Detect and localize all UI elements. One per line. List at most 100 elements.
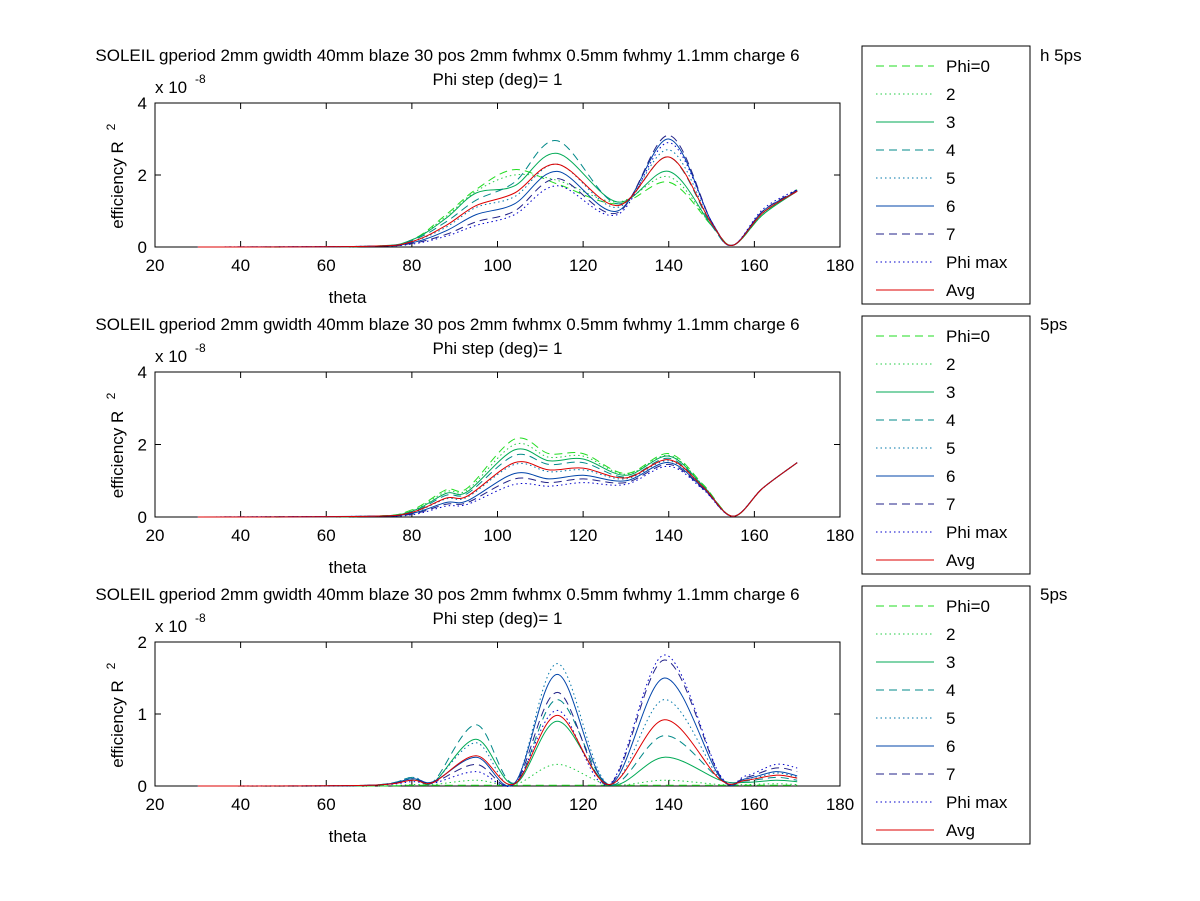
series-line-2	[197, 442, 798, 518]
series-line-phi-0	[197, 784, 798, 787]
series-line-4	[197, 699, 798, 787]
legend-entry: Phi=0	[946, 57, 990, 76]
series-line-avg	[197, 714, 798, 787]
chart-title-tail: 5ps	[1040, 315, 1067, 334]
x-tick-label: 160	[740, 256, 768, 275]
x-tick-label: 140	[655, 256, 683, 275]
legend-entry: 4	[946, 411, 955, 430]
legend-entry: 6	[946, 197, 955, 216]
legend-entry: 3	[946, 653, 955, 672]
series-line-5	[197, 149, 798, 248]
legend-entry: 6	[946, 467, 955, 486]
y-tick-label: 2	[138, 436, 147, 455]
y-axis-label-exponent: 2	[104, 662, 118, 669]
series-line-5	[197, 663, 798, 787]
x-tick-label: 40	[231, 795, 250, 814]
legend-entry: 4	[946, 141, 955, 160]
series-line-3	[197, 152, 798, 248]
series-line-phi-max	[197, 462, 798, 518]
series-line-4	[197, 453, 798, 518]
legend-entry: Avg	[946, 281, 975, 300]
x-tick-label: 140	[655, 526, 683, 545]
series-line-3	[197, 448, 798, 518]
legend-entry: 7	[946, 765, 955, 784]
x-tick-label: 80	[402, 795, 421, 814]
y-tick-label: 1	[138, 705, 147, 724]
legend-entry: Avg	[946, 821, 975, 840]
chart-title: SOLEIL gperiod 2mm gwidth 40mm blaze 30 …	[95, 585, 799, 604]
legend-entry: 2	[946, 355, 955, 374]
series-line-7	[197, 134, 798, 248]
legend-entry: 2	[946, 625, 955, 644]
x-tick-label: 40	[231, 526, 250, 545]
x-tick-label: 100	[483, 256, 511, 275]
y-axis-label: efficiency R	[108, 141, 127, 229]
x-tick-label: 60	[317, 256, 336, 275]
x-tick-label: 180	[826, 795, 854, 814]
legend-entry: Avg	[946, 551, 975, 570]
legend-entry: 5	[946, 439, 955, 458]
legend-entry: 3	[946, 383, 955, 402]
y-scale-label: x 10	[155, 617, 187, 636]
legend-entry: 2	[946, 85, 955, 104]
series-line-2	[197, 763, 798, 787]
axes-frame	[154, 641, 841, 787]
legend-entry: 5	[946, 709, 955, 728]
x-tick-label: 120	[569, 256, 597, 275]
y-axis-label: efficiency R	[108, 680, 127, 768]
series-line-avg	[197, 459, 798, 518]
legend-entry: Phi max	[946, 523, 1008, 542]
x-tick-label: 60	[317, 795, 336, 814]
y-tick-label: 0	[138, 777, 147, 796]
series-line-avg	[197, 156, 798, 248]
x-tick-label: 40	[231, 256, 250, 275]
series-line-3	[197, 720, 798, 787]
x-axis-label: theta	[329, 558, 367, 577]
x-tick-label: 180	[826, 526, 854, 545]
legend-entry: 4	[946, 681, 955, 700]
series-line-5	[197, 460, 798, 518]
x-tick-label: 100	[483, 526, 511, 545]
x-tick-label: 80	[402, 526, 421, 545]
y-axis-label-exponent: 2	[104, 123, 118, 130]
y-scale-exponent: -8	[195, 611, 206, 625]
legend-entry: 7	[946, 495, 955, 514]
chart-subtitle: Phi step (deg)= 1	[433, 70, 563, 89]
x-axis-label: theta	[329, 288, 367, 307]
x-tick-label: 140	[655, 795, 683, 814]
series-line-6	[197, 138, 798, 248]
series-line-7	[197, 659, 798, 787]
legend-entry: 5	[946, 169, 955, 188]
x-tick-label: 160	[740, 795, 768, 814]
y-scale-label: x 10	[155, 347, 187, 366]
x-tick-label: 80	[402, 256, 421, 275]
legend-entry: Phi=0	[946, 327, 990, 346]
legend-entry: 3	[946, 113, 955, 132]
y-tick-label: 0	[138, 508, 147, 527]
x-tick-label: 100	[483, 795, 511, 814]
y-scale-exponent: -8	[195, 341, 206, 355]
chart-subtitle: Phi step (deg)= 1	[433, 609, 563, 628]
series-line-6	[197, 673, 798, 787]
x-axis-label: theta	[329, 827, 367, 846]
legend-entry: Phi max	[946, 253, 1008, 272]
axes-frame	[154, 102, 841, 248]
chart-title: SOLEIL gperiod 2mm gwidth 40mm blaze 30 …	[95, 315, 799, 334]
x-tick-label: 20	[146, 526, 165, 545]
y-tick-label: 4	[138, 363, 147, 382]
legend-entry: 6	[946, 737, 955, 756]
series-line-phi-0	[197, 169, 798, 248]
series-line-phi-max	[197, 654, 798, 787]
y-axis-label-exponent: 2	[104, 392, 118, 399]
series-line-phi-max	[197, 142, 798, 248]
series-line-phi-0	[197, 437, 798, 518]
x-tick-label: 60	[317, 526, 336, 545]
chart-title-tail: h 5ps	[1040, 46, 1082, 65]
x-tick-label: 20	[146, 795, 165, 814]
legend-entry: Phi max	[946, 793, 1008, 812]
chart-title-tail: 5ps	[1040, 585, 1067, 604]
legend-box	[861, 45, 1031, 305]
legend-entry: Phi=0	[946, 597, 990, 616]
chart-subtitle: Phi step (deg)= 1	[433, 339, 563, 358]
